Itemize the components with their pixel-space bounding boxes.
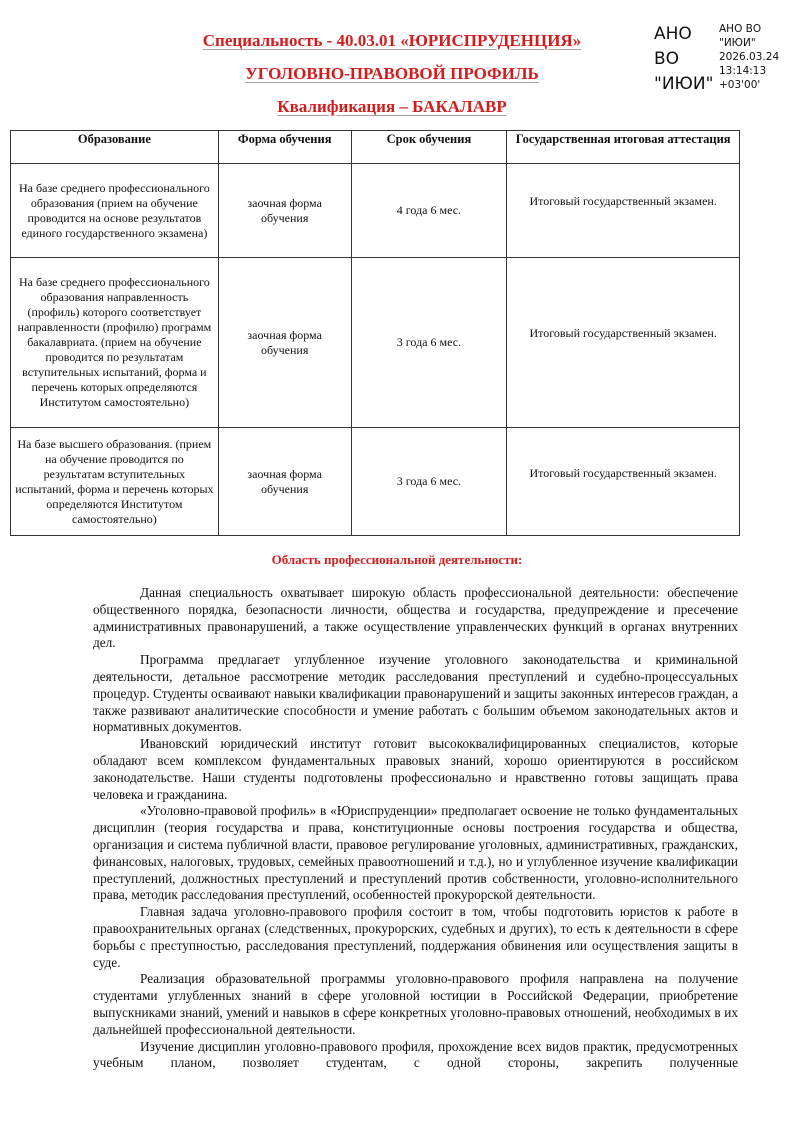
- program-table: Образование Форма обучения Срок обучения…: [10, 130, 740, 536]
- table-cell: заочная форма обучения: [217, 163, 352, 258]
- table-header-row: Образование Форма обучения Срок обучения…: [10, 130, 740, 164]
- stamp-line: "ИЮИ": [719, 37, 756, 49]
- paragraph: Изучение дисциплин уголовно-правового пр…: [93, 1038, 738, 1071]
- paragraph: Реализация образовательной программы уго…: [93, 971, 738, 1037]
- table-cell: Итоговый государственный экзамен.: [506, 427, 740, 536]
- table-cell: заочная форма обучения: [217, 427, 352, 536]
- stamp-date: 2026.03.24: [719, 51, 780, 63]
- paragraph: Программа предлагает углубленное изучени…: [93, 652, 738, 735]
- specialty-title: Специальность - 40.03.01 «ЮРИСПРУДЕНЦИЯ»: [202, 31, 582, 50]
- qualification-title: Квалификация – БАКАЛАВР: [277, 97, 507, 116]
- table-row: На базе среднего профессионального образ…: [10, 257, 740, 428]
- stamp-line: ВО: [654, 49, 680, 69]
- column-header: Образование: [10, 130, 219, 164]
- paragraph: Главная задача уголовно-правового профил…: [93, 904, 738, 970]
- table-row: На базе высшего образования. (прием на о…: [10, 427, 740, 536]
- table-cell: Итоговый государственный экзамен.: [506, 257, 740, 428]
- table-cell: заочная форма обучения: [217, 257, 352, 428]
- stamp-line: "ИЮИ": [654, 74, 714, 94]
- column-header: Срок обучения: [350, 130, 508, 164]
- table-cell: 3 года 6 мес.: [350, 427, 508, 536]
- table-cell: 4 года 6 мес.: [350, 163, 508, 258]
- table-cell: 3 года 6 мес.: [350, 257, 508, 428]
- column-header: Форма обучения: [217, 130, 352, 164]
- stamp-time: 13:14:13: [719, 65, 767, 77]
- stamp-line: АНО: [654, 24, 692, 44]
- paragraph: Данная специальность охватывает широкую …: [93, 585, 738, 651]
- paragraph: «Уголовно-правовой профиль» в «Юриспруде…: [93, 803, 738, 903]
- signature-details: АНО ВО "ИЮИ" 2026.03.24 13:14:13 +03'00': [719, 22, 779, 92]
- column-header: Государственная итоговая аттестация: [506, 130, 740, 164]
- table-cell: Итоговый государственный экзамен.: [506, 163, 740, 258]
- signature-stamp: АНО ВО "ИЮИ": [654, 22, 713, 97]
- table-cell: На базе среднего профессионального образ…: [10, 163, 219, 258]
- paragraph: Ивановский юридический институт готовит …: [93, 736, 738, 802]
- section-title: Область профессиональной деятельности:: [271, 552, 523, 567]
- table-row: На базе среднего профессионального образ…: [10, 163, 740, 258]
- stamp-line: АНО ВО: [719, 23, 762, 35]
- stamp-timezone: +03'00': [719, 79, 761, 91]
- profile-title: УГОЛОВНО-ПРАВОВОЙ ПРОФИЛЬ: [245, 64, 539, 83]
- body-text: Данная специальность охватывает широкую …: [93, 585, 738, 1072]
- table-cell: На базе высшего образования. (прием на о…: [10, 427, 219, 536]
- table-cell: На базе среднего профессионального образ…: [10, 257, 219, 428]
